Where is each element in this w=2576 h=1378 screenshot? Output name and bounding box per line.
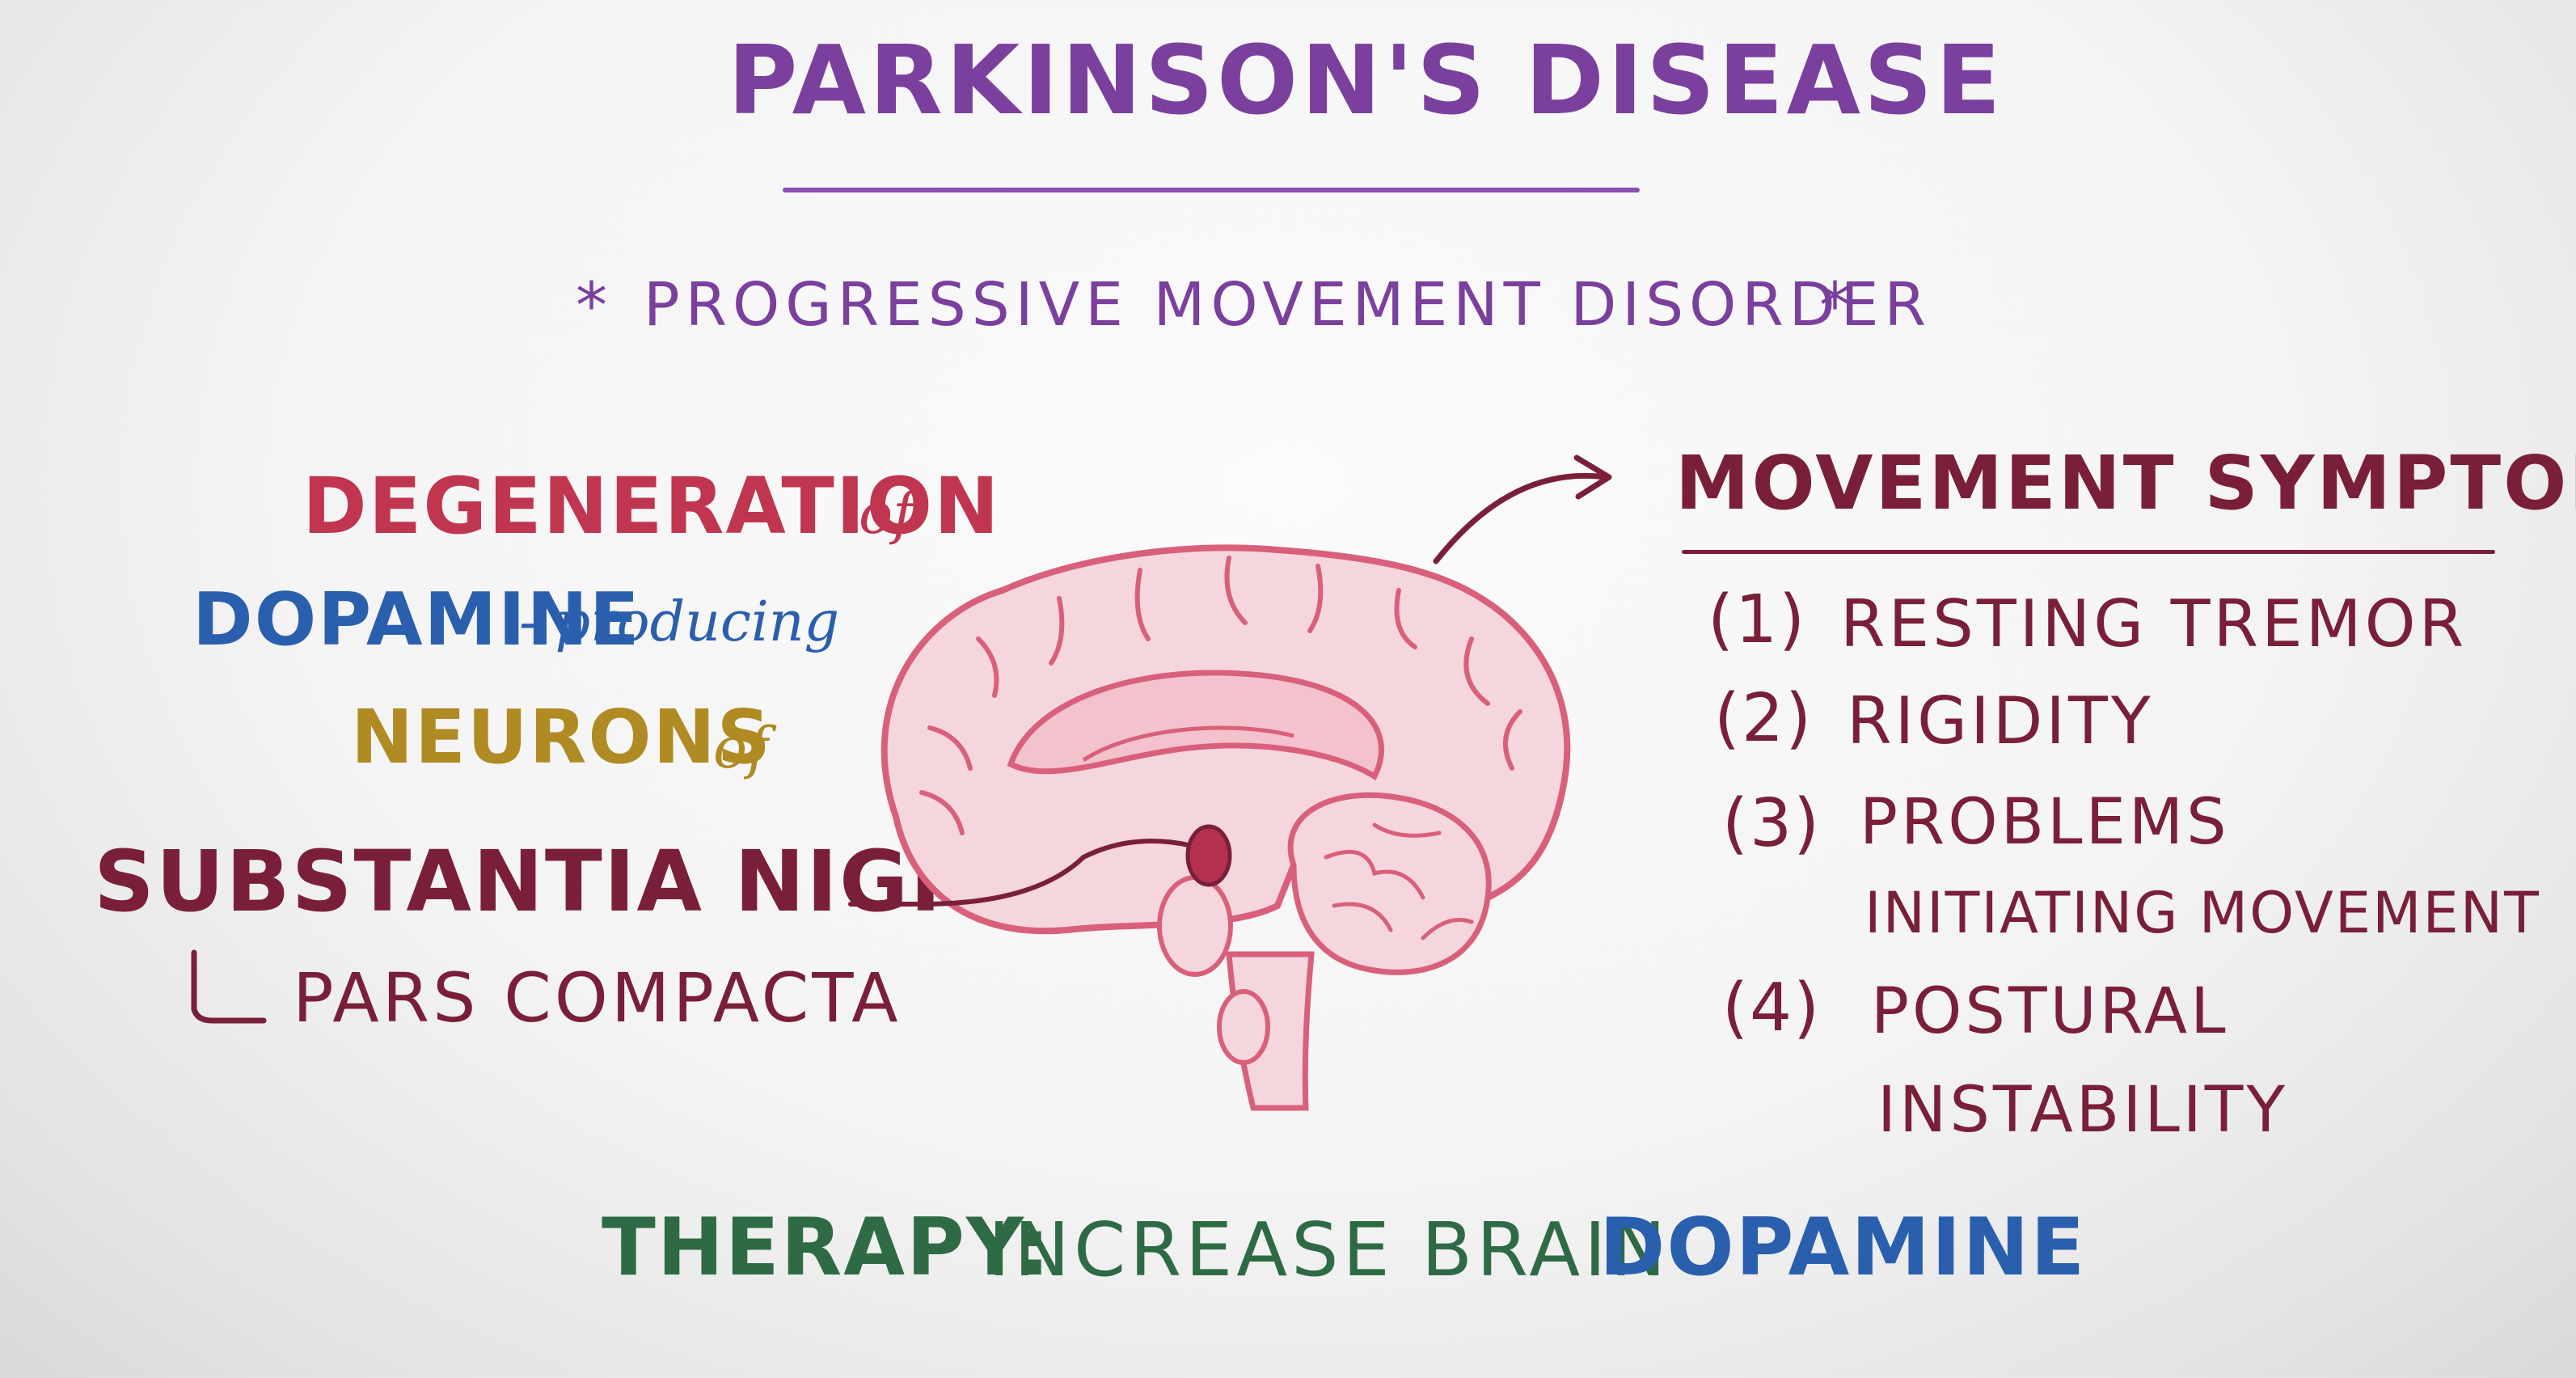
- pars-compacta-label: PARS COMPACTA: [293, 958, 902, 1038]
- curved-arrow-icon: [1433, 454, 1612, 564]
- therapy-target: DOPAMINE: [1599, 1202, 2087, 1294]
- symptom-4-text-continued: INSTABILITY: [1877, 1074, 2289, 1147]
- symptom-4-text: POSTURAL: [1871, 975, 2229, 1048]
- subtitle-marker-right: *: [1819, 270, 1852, 343]
- neurons-label: NEURONS: [351, 694, 772, 780]
- degeneration-label: DEGENERATION: [302, 461, 1001, 552]
- therapy-text: INCREASE BRAIN: [988, 1207, 1670, 1293]
- neurons-join: of: [713, 715, 769, 781]
- subtitle: PROGRESSIVE MOVEMENT DISORDER: [644, 270, 1932, 340]
- subtitle-marker-left: *: [576, 270, 609, 343]
- dopamine-label: DOPAMINE: [192, 577, 641, 662]
- substantia-nigra-marker: [1185, 824, 1232, 887]
- brain-icon: [880, 544, 1571, 1111]
- symptom-3-text: PROBLEMS: [1860, 786, 2230, 859]
- symptom-number-2: (2): [1714, 680, 1814, 757]
- symptom-1-text: RESTING TREMOR: [1840, 586, 2468, 662]
- symptom-3-text-continued: INITIATING MOVEMENT: [1864, 880, 2540, 946]
- page-title: PARKINSON'S DISEASE: [728, 24, 2004, 136]
- pointer-line: [848, 839, 1191, 907]
- symptom-number-3: (3): [1722, 785, 1822, 862]
- degeneration-join: of: [859, 480, 914, 547]
- title-underline: [783, 188, 1640, 192]
- symptom-number-4: (4): [1722, 970, 1822, 1046]
- symptoms-underline: [1682, 550, 2495, 554]
- therapy-label: THERAPY:: [602, 1202, 1052, 1294]
- symptom-number-1: (1): [1708, 581, 1807, 658]
- substantia-nigra-label: SUBSTANTIA NIGRA: [94, 832, 1043, 931]
- symptom-2-text: RIGIDITY: [1847, 683, 2154, 759]
- symptoms-heading: MOVEMENT SYMPTOMS: [1675, 440, 2576, 526]
- producing-label: - producing: [519, 590, 840, 654]
- bracket-connector-icon: [191, 949, 267, 1024]
